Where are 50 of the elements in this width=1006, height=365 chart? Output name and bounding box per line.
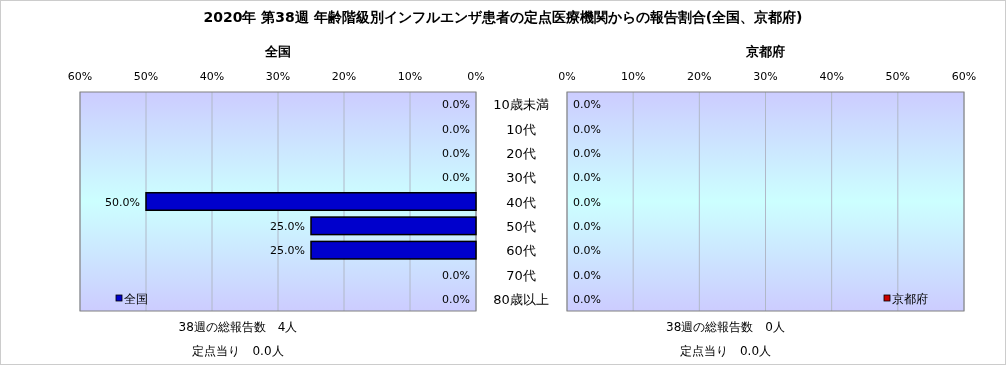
text: 38週の総報告数 0人	[666, 320, 785, 334]
data-label: 0.0%	[442, 122, 470, 136]
legend-label: 全国	[124, 292, 148, 306]
data-label: 50.0%	[105, 195, 140, 209]
y-tick-label: 10代	[506, 121, 536, 137]
data-label: 0.0%	[442, 146, 470, 160]
x-tick-label: 50%	[885, 70, 911, 83]
y-tick-label: 60代	[506, 243, 536, 259]
y-tick-label: 20代	[506, 145, 536, 161]
x-tick-label: 60%	[67, 70, 93, 83]
x-tick-label: 0%	[467, 70, 485, 83]
x-tick-label: 20%	[687, 70, 712, 83]
y-tick-label: 80歳以上	[493, 291, 549, 307]
data-label: 25.0%	[270, 244, 305, 258]
data-label: 0.0%	[573, 219, 601, 233]
data-label: 0.0%	[442, 171, 470, 185]
data-label: 25.0%	[270, 219, 305, 233]
y-tick-label: 10歳未満	[493, 97, 549, 113]
text: 定点当り 0.0人	[679, 344, 772, 358]
data-label: 0.0%	[442, 268, 470, 282]
data-label: 0.0%	[573, 122, 601, 136]
data-label: 0.0%	[573, 171, 601, 185]
data-label: 0.0%	[573, 292, 601, 306]
x-tick-label: 20%	[331, 70, 357, 83]
y-tick-label: 70代	[506, 267, 536, 283]
data-label: 0.0%	[573, 244, 601, 258]
data-label: 0.0%	[442, 292, 470, 306]
data-label: 0.0%	[573, 268, 601, 282]
x-tick-label: 0%	[558, 70, 576, 83]
chart-subtitle: 京都府	[745, 44, 785, 59]
data-label: 0.0%	[442, 98, 470, 112]
y-tick-label: 50代	[506, 218, 536, 234]
text: 38週の総報告数 4人	[178, 320, 298, 334]
x-tick-label: 10%	[397, 70, 423, 83]
chart-title: 2020年 第38週 年齢階級別インフルエンザ患者の定点医療機関からの報告割合(全国、京都府)	[203, 9, 803, 25]
x-tick-label: 60%	[951, 70, 977, 83]
x-tick-label: 40%	[819, 70, 844, 83]
legend-label: 京都府	[892, 292, 928, 306]
data-label: 0.0%	[573, 98, 601, 112]
y-tick-label: 40代	[506, 194, 536, 210]
data-label: 0.0%	[573, 146, 601, 160]
x-tick-label: 10%	[620, 70, 646, 83]
x-tick-label: 40%	[199, 70, 225, 83]
text: 定点当り 0.0人	[192, 344, 284, 358]
chart-subtitle: 全国	[264, 44, 291, 59]
x-tick-label: 30%	[753, 70, 778, 83]
x-tick-label: 50%	[133, 70, 159, 83]
y-tick-label: 30代	[506, 170, 536, 186]
data-label: 0.0%	[573, 195, 601, 209]
x-tick-label: 30%	[265, 70, 291, 83]
